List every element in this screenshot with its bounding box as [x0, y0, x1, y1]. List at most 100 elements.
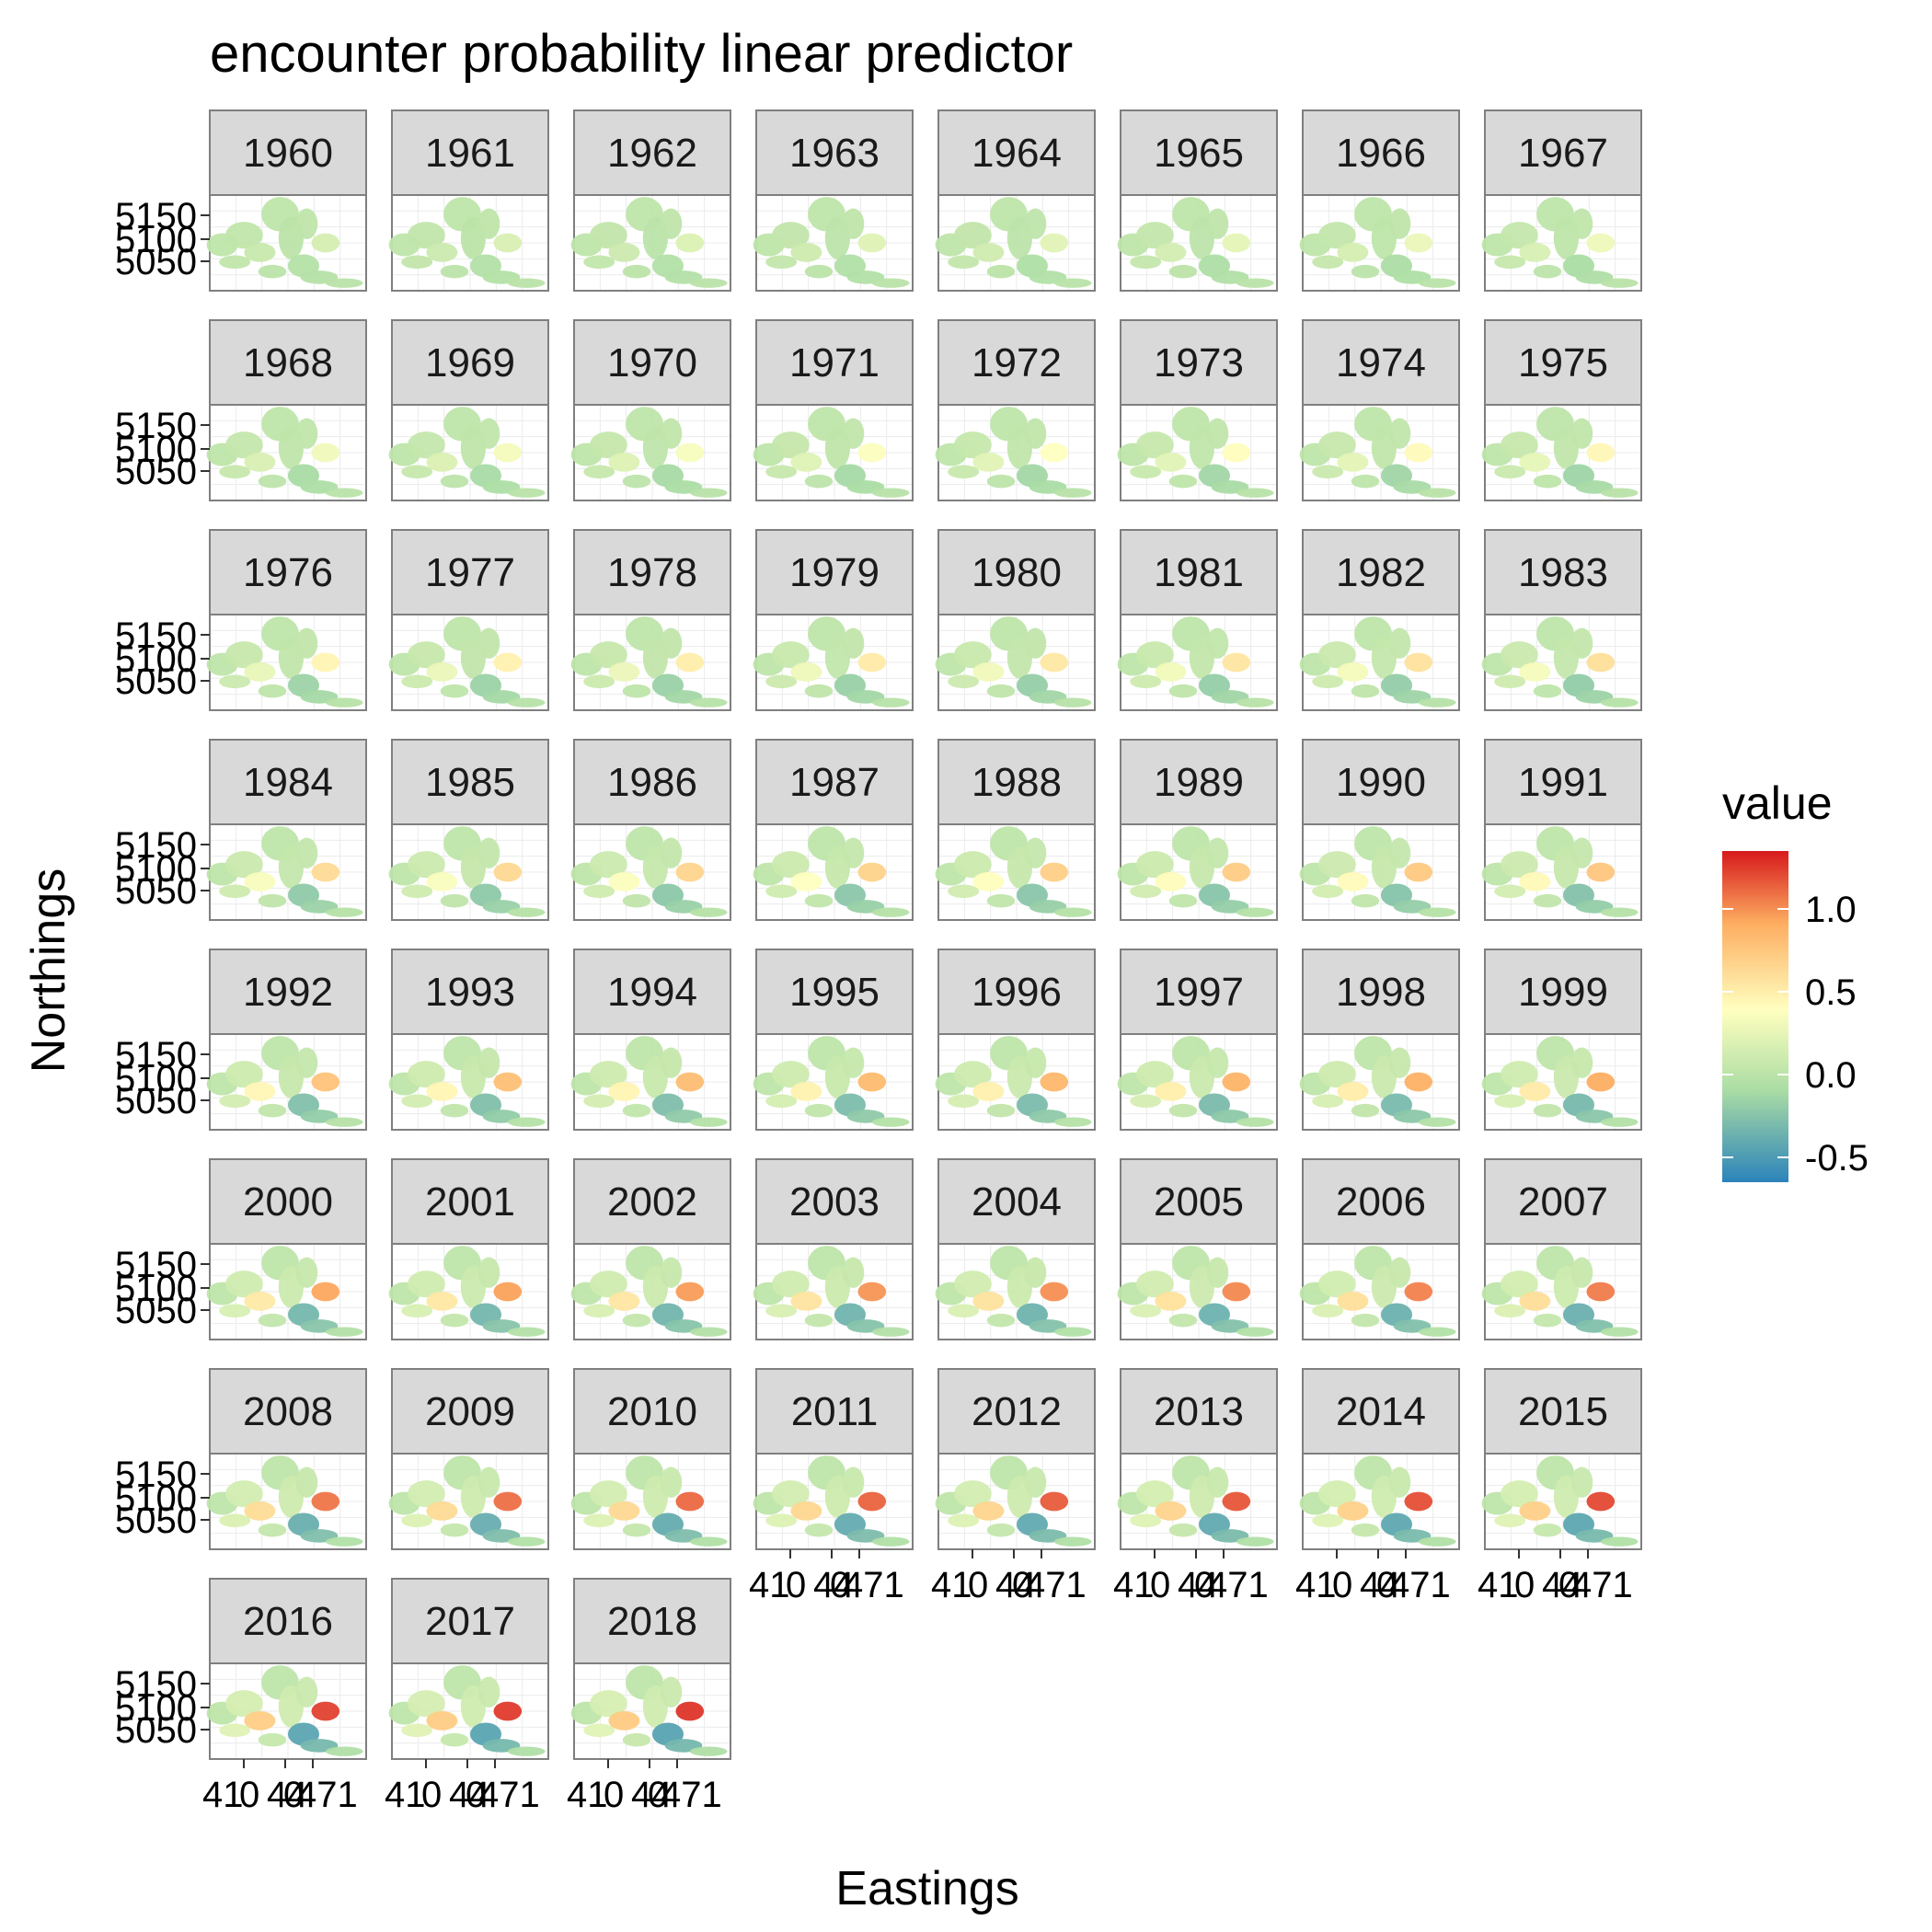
facet-panel: 1982 [1299, 529, 1460, 711]
map-region [1600, 907, 1639, 917]
map-region [325, 1536, 363, 1547]
map-region [1533, 264, 1562, 279]
x-tick-label: 0 [968, 1565, 988, 1605]
map-region [1155, 662, 1187, 682]
map-region [948, 1513, 980, 1528]
map-region [295, 1466, 318, 1498]
x-tick-label: 0 [604, 1775, 624, 1815]
map-region [986, 1313, 1016, 1328]
facet-strip-label: 1968 [243, 340, 333, 385]
map-region [1236, 697, 1274, 707]
map-region [1533, 1103, 1562, 1118]
map-region [986, 474, 1016, 489]
facet-panel: 1989 [1117, 739, 1278, 921]
map-region [1040, 443, 1069, 463]
facet-panel: 2002 [570, 1158, 731, 1340]
facet-strip-label: 2007 [1518, 1179, 1608, 1225]
facet-panel: 1961 [388, 109, 549, 292]
facet-strip-label: 1961 [425, 131, 515, 176]
map-region [244, 453, 276, 472]
facet-strip [573, 949, 731, 1035]
map-region [1519, 1501, 1551, 1521]
facet-strip [1302, 949, 1460, 1035]
facet-strip-label: 1969 [425, 340, 515, 385]
x-tick-label: 44 [813, 1565, 855, 1605]
facet-panel: 1977 [388, 529, 549, 711]
map-region [1533, 474, 1562, 489]
map-region [583, 1513, 615, 1528]
facet-panel: 1973 [1117, 319, 1278, 501]
map-region [440, 893, 469, 908]
legend-tick-label: 0.5 [1805, 972, 1857, 1013]
map-region [1024, 1047, 1047, 1078]
map-region [954, 1271, 992, 1298]
map-region [1570, 627, 1593, 659]
map-region [401, 674, 433, 689]
map-region [1168, 1103, 1198, 1118]
x-tick-label: 0 [830, 1565, 850, 1605]
map-region [258, 1732, 287, 1747]
map-region [507, 1327, 546, 1337]
map-region [1206, 418, 1229, 449]
facet-panel: 1988 [935, 739, 1096, 921]
map-region [258, 1523, 287, 1537]
map-region [804, 264, 834, 279]
map-region [311, 1701, 340, 1721]
map-region [1318, 1271, 1356, 1298]
map-region [1136, 1271, 1174, 1298]
map-region [1586, 862, 1616, 882]
map-region [675, 652, 705, 673]
facet-panel: 1965 [1117, 109, 1278, 292]
x-tick-label: 0 [283, 1775, 304, 1815]
map-region [1206, 1257, 1229, 1288]
map-region [1337, 1501, 1369, 1521]
map-region [1318, 641, 1356, 669]
facet-strip [209, 109, 367, 196]
map-region [1155, 1082, 1187, 1101]
map-region [325, 697, 363, 707]
map-region [1404, 233, 1433, 253]
map-region [408, 222, 445, 249]
map-region [1130, 884, 1162, 899]
map-region [689, 907, 728, 917]
map-region [622, 1313, 651, 1328]
map-region [295, 418, 318, 449]
map-region [772, 1480, 810, 1508]
y-tick-label: 5100 [115, 430, 197, 470]
chart-title: encounter probability linear predictor [210, 24, 1073, 84]
map-region [765, 1094, 798, 1109]
map-region [219, 1094, 251, 1109]
map-region [219, 1304, 251, 1318]
map-region [765, 884, 798, 899]
map-region [772, 641, 810, 669]
map-region [954, 641, 992, 669]
map-region [857, 1072, 887, 1092]
map-region [1053, 907, 1092, 917]
facet-panel: 1972 [935, 319, 1096, 501]
map-region [1040, 1491, 1069, 1512]
map-region [1388, 1257, 1411, 1288]
map-region [1236, 278, 1274, 288]
facet-strip-label: 1983 [1518, 550, 1608, 595]
map-region [1519, 243, 1551, 262]
facet-strip [1120, 739, 1278, 825]
facet-strip-label: 1974 [1336, 340, 1426, 385]
map-region [1519, 1082, 1551, 1101]
map-region [311, 443, 340, 463]
facet-panel: 1996 [935, 949, 1096, 1131]
map-region [660, 1047, 683, 1078]
map-region [842, 1257, 865, 1288]
map-region [1222, 443, 1251, 463]
x-tick-label: 471 [296, 1775, 358, 1815]
map-region [1418, 1327, 1456, 1337]
facet-panel: 2006 [1299, 1158, 1460, 1340]
map-region [477, 627, 500, 659]
facet-strip [1120, 109, 1278, 196]
map-region [1222, 233, 1251, 253]
map-region [1136, 222, 1174, 249]
map-region [790, 1292, 822, 1311]
facet-strip-label: 1981 [1154, 550, 1244, 595]
facet-strip [937, 1368, 1096, 1455]
facet-panel: 2004 [935, 1158, 1096, 1340]
